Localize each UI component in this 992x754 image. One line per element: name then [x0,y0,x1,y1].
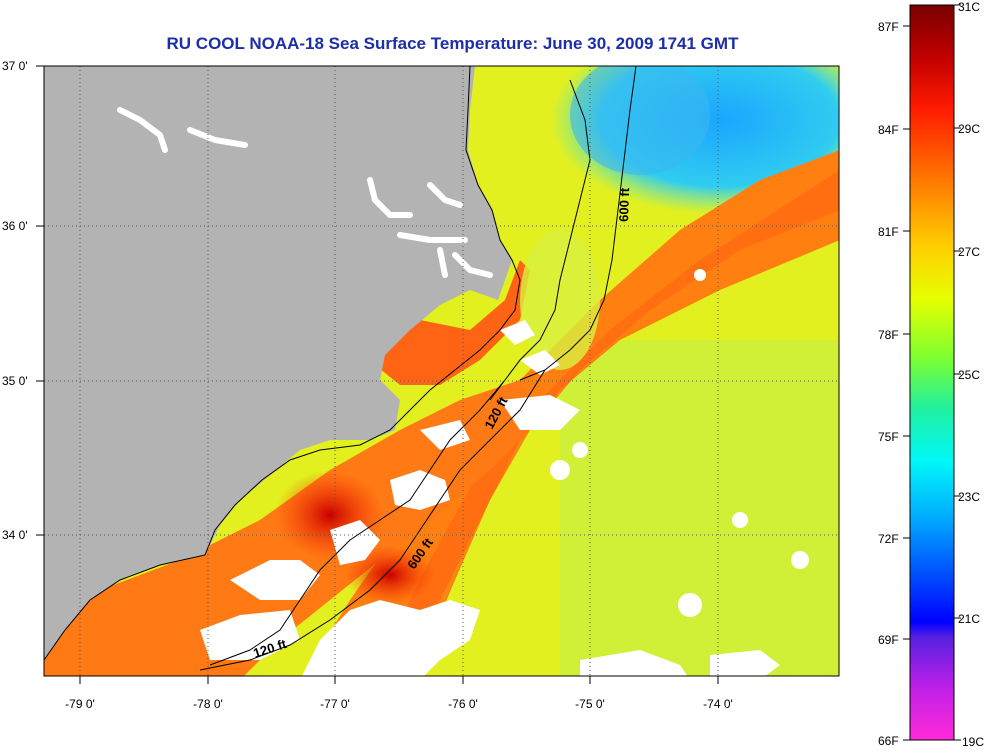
colorbar-f-label: 87F [878,20,899,34]
colorbar-c-label: 23C [958,490,980,504]
lat-label: 37 0' [2,59,28,73]
lon-label: -74 0' [703,697,733,711]
axis-ticks [36,65,719,684]
colorbar-c-label: 21C [958,612,980,626]
lon-label: -79 0' [65,697,95,711]
lat-labels: 37 0' 36 0' 35 0' 34 0' [2,59,28,542]
lon-label: -76 0' [448,697,478,711]
map-title: RU COOL NOAA-18 Sea Surface Temperature:… [166,34,739,53]
inland-water [117,107,493,278]
lat-label: 35 0' [2,374,28,388]
colorbar-f-label: 75F [878,430,899,444]
coastline [43,65,521,661]
colorbar-c-label: 25C [958,368,980,382]
colorbar-f-label: 78F [878,328,899,342]
lon-label: -77 0' [320,697,350,711]
colorbar-c-label: 19C [962,735,984,749]
lat-label: 34 0' [2,528,28,542]
contour-600ft-north [519,65,637,381]
colorbar-f-label: 81F [878,225,899,239]
colorbar-f-label: 84F [878,123,899,137]
colorbar-c-label: 31C [958,0,980,14]
contour-600ft-south [199,369,546,671]
colorbar-gradient [909,4,955,741]
bathymetry-contours [199,65,637,671]
lon-label: -78 0' [193,697,223,711]
cloud-cover [200,269,809,676]
colorbar-f-label: 69F [878,633,899,647]
contour-label-600-north: 600 ft [616,187,632,222]
contour-120ft-north [489,79,591,401]
lat-label: 36 0' [2,219,28,233]
colorbar: 87F 84F 81F 78F 75F 72F 69F 66F 31C 29C … [878,0,984,749]
lon-label: -75 0' [575,697,605,711]
colorbar-f-label: 66F [878,734,899,748]
lon-labels: -79 0' -78 0' -77 0' -76 0' -75 0' -74 0… [65,697,733,711]
colorbar-f-label: 72F [878,532,899,546]
contour-120ft-south [209,379,506,666]
map-frame [43,65,840,677]
colorbar-c-label: 27C [958,245,980,259]
graticule [44,66,839,676]
colorbar-c-label: 29C [958,122,980,136]
